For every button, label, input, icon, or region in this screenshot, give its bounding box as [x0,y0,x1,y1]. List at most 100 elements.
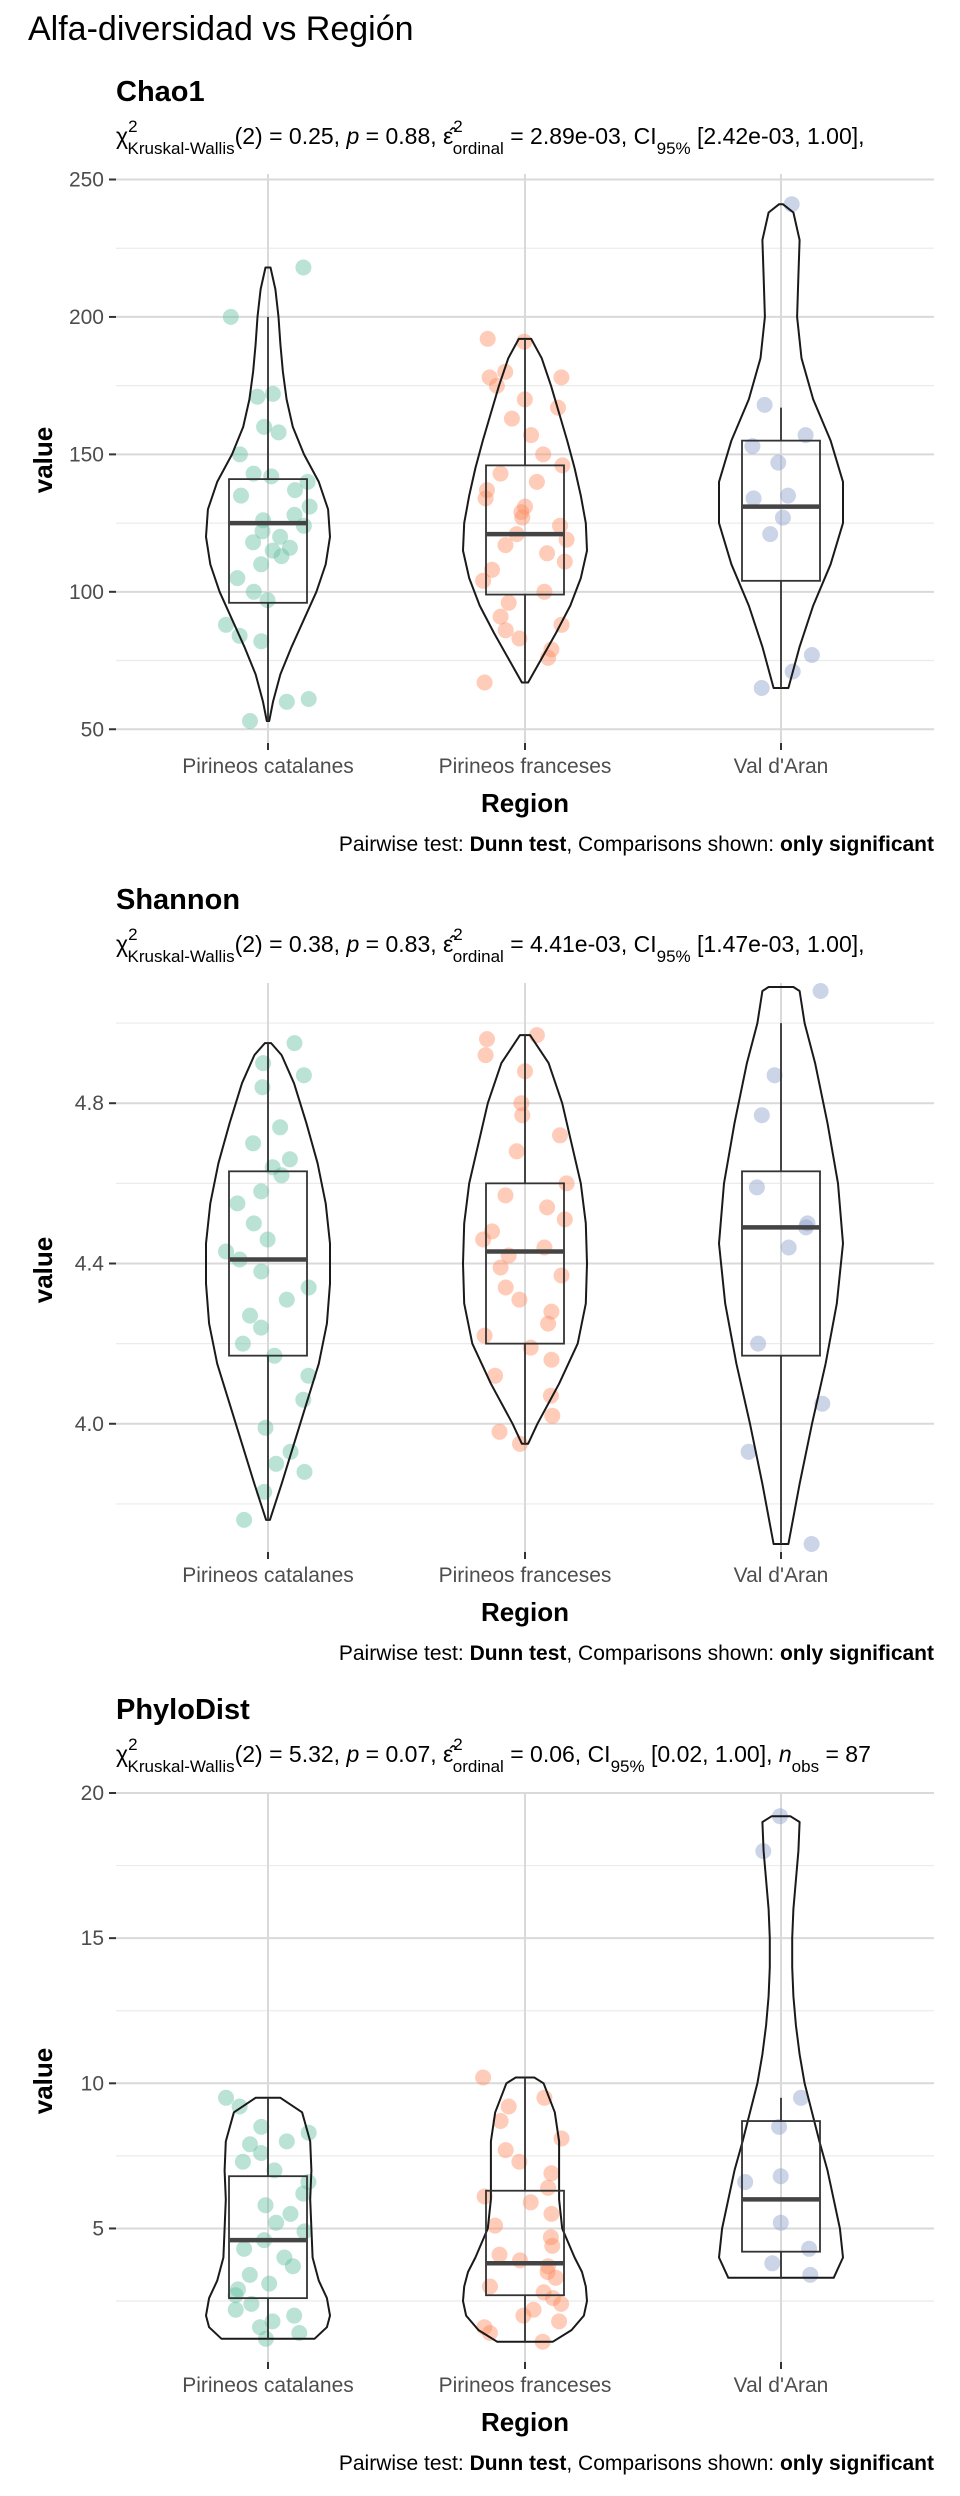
data-point [278,2133,295,2150]
panel-title: Chao1 [116,76,205,108]
data-point [253,633,270,650]
panel-phylodist: PhyloDist χ2 Kruskal-Wallis(2) = 5.32, p … [28,1694,934,2475]
y-axis-label: value [28,2048,58,2115]
data-point [270,424,287,441]
data-point [259,1231,276,1248]
x-axis-label: Region [481,788,569,818]
data-point [245,534,262,551]
panel-title: Shannon [116,884,240,916]
y-axis: 5 10 15 20 [81,1782,116,2240]
data-point [295,1067,312,1084]
data-point [242,2136,258,2153]
data-point [475,572,492,589]
violin-outline [462,2076,588,2343]
violin-outline [205,1042,331,1521]
data-point [511,1291,528,1308]
data-point [492,608,509,625]
y-tick-label: 150 [69,443,104,466]
data-point [229,1195,246,1212]
data-point [764,2255,781,2272]
data-point [540,1315,557,1332]
data-point [753,680,770,696]
data-point [245,1215,262,1232]
data-point [536,583,553,600]
data-point [750,1335,767,1352]
data-point [479,1031,495,1048]
data-point [229,570,246,587]
y-tick-label: 4.4 [75,1252,105,1275]
data-point [552,1127,568,1144]
box [741,2120,821,2253]
group-pirineos-franceses [462,330,588,691]
data-point [492,1259,509,1276]
y-tick-label: 100 [69,581,104,604]
data-point [543,1351,560,1368]
data-point [236,2240,253,2257]
caption: Pairwise test: Dunn test, Comparisons sh… [339,833,934,856]
group-val-d-aran [718,983,844,1552]
data-point [535,446,552,463]
data-point [477,1047,494,1064]
data-point [772,2168,789,2185]
data-point [793,2089,809,2106]
data-point [801,2240,818,2257]
data-point [511,630,528,647]
group-val-d-aran [718,196,844,696]
y-tick-label: 4.0 [75,1413,104,1436]
data-point [218,616,234,633]
data-point [512,2252,528,2269]
data-point [245,583,262,600]
box [485,464,565,596]
caption: Pairwise test: Dunn test, Comparisons sh… [339,1642,934,1665]
y-axis-label: value [28,1237,58,1304]
data-point [487,2217,504,2234]
data-point [241,2266,258,2283]
data-point [497,1279,514,1296]
data-point [268,1455,285,1472]
panel-stats: χ2 Kruskal-Wallis(2) = 0.38, p = 0.83, ε̂… [116,925,865,966]
data-point [252,2319,268,2336]
group-pirineos-catalanes [205,1035,331,1528]
data-point [513,504,530,521]
data-point [284,2258,301,2275]
data-point [475,1231,492,1248]
panel-chao1: Chao1 χ2 Kruskal-Wallis(2) = 0.25, p = 0.… [28,76,934,856]
data-point [281,1151,298,1168]
x-tick-label: Pirineos franceses [439,755,612,778]
data-point [514,1107,531,1124]
data-point [282,2205,299,2222]
y-tick-label: 5 [92,2217,104,2240]
data-point [236,1511,253,1528]
data-point [272,1119,289,1136]
group-pirineos-franceses [462,1027,588,1452]
data-point [762,526,779,543]
data-point [253,1263,270,1280]
data-point [481,2325,498,2341]
x-tick-label: Val d'Aran [734,2374,829,2397]
data-point [281,539,298,556]
data-point [547,2269,564,2286]
data-point [231,446,248,463]
data-point [551,2313,568,2330]
data-point [261,2275,278,2292]
data-point [492,465,509,482]
y-axis-label: value [28,427,58,494]
data-point [497,537,514,554]
data-point [266,2162,283,2179]
data-point [771,2118,788,2135]
y-tick-label: 20 [81,1782,104,1805]
group-pirineos-catalanes [205,259,331,729]
y-tick-label: 50 [81,718,104,741]
data-point [295,2185,312,2202]
data-point [515,2307,532,2324]
data-point [475,2069,492,2086]
data-point [479,482,495,499]
data-point [278,1291,295,1308]
data-point [802,2266,819,2283]
data-point [543,2165,560,2182]
panel-shannon: Shannon χ2 Kruskal-Wallis(2) = 0.38, p = … [28,884,934,1665]
data-point [497,1187,514,1204]
data-point [544,2237,561,2254]
data-point [245,465,262,482]
